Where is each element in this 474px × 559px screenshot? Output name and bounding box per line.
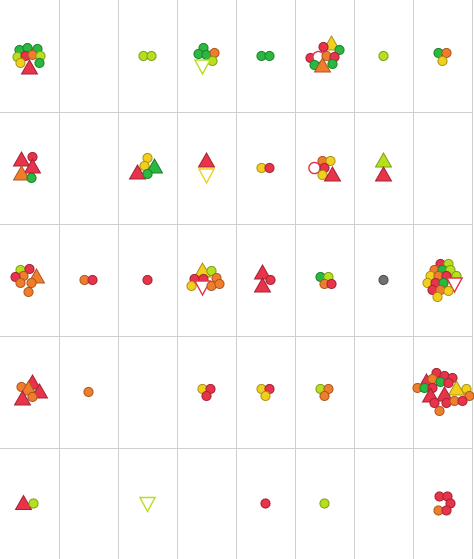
circle-marker-red [265,274,276,286]
triangle-marker-green [145,157,164,174]
circle-marker-red [457,395,468,407]
circle-marker-yellow [15,57,26,69]
circle-marker-red [429,397,440,409]
cell-2-1 [79,274,98,286]
circle-marker-orange [26,277,37,289]
open-down-triangle-marker-lime [138,496,157,513]
open-down-triangle-marker-red [193,280,212,297]
circle-marker-lime [28,498,39,509]
triangle-marker-orange [313,56,332,73]
cell-1-5 [308,155,342,182]
circle-marker-orange [15,277,26,289]
circle-marker-lime [146,50,157,62]
circle-marker-red [326,278,337,290]
cell-2-2 [142,274,153,286]
circle-marker-yellow [317,169,328,181]
circle-marker-orange [319,390,330,402]
open-down-triangle-marker-yellow [197,168,216,185]
circle-marker-orange [23,286,34,298]
cell-1-3 [197,151,216,185]
circle-marker-yellow [325,155,336,167]
cell-0-3 [193,42,220,76]
circle-marker-green [26,172,37,184]
circle-marker-red [201,390,212,402]
cell-1-0 [12,150,42,184]
cell-2-0 [10,263,46,298]
cell-3-4 [256,383,275,402]
cell-2-3 [186,261,225,297]
circle-marker-red [87,274,98,286]
cell-4-0 [14,494,39,510]
cell-0-2 [138,50,157,62]
cell-0-7 [433,47,452,67]
triangle-marker-orange [12,164,31,181]
circle-marker-gray [378,274,389,286]
circle-marker-orange [434,405,445,417]
circle-marker-red [264,162,275,174]
cell-0-5 [305,34,345,73]
cell-0-0 [12,42,46,75]
circle-marker-orange [464,390,474,402]
circle-marker-yellow [260,390,271,402]
circle-marker-red [441,505,452,516]
cell-2-6 [378,274,389,286]
circle-marker-yellow [443,285,454,297]
circle-marker-lime [378,50,389,62]
triangle-marker-red [197,151,216,168]
circle-marker-orange [27,391,38,403]
cell-0-6 [378,50,389,62]
circle-marker-red [318,41,329,53]
cell-3-7 [412,367,474,417]
cell-1-4 [256,162,275,174]
circle-marker-orange [441,47,452,59]
circle-marker-red [260,498,271,509]
cell-4-5 [319,498,330,509]
circle-marker-green [34,57,45,69]
cell-3-1 [83,386,94,398]
circle-marker-orange [83,386,94,398]
cell-4-2 [138,496,157,513]
circle-marker-red [142,274,153,286]
circle-marker-red [443,377,454,389]
cell-1-2 [128,152,164,180]
circle-marker-green [327,58,338,70]
circle-marker-yellow [437,55,448,67]
cell-4-7 [433,491,456,516]
triangle-marker-red [14,494,33,510]
circle-marker-yellow [432,291,443,303]
triangle-marker-red [323,165,342,182]
circle-marker-green [264,50,275,62]
cell-3-5 [315,383,334,402]
open-down-triangle-marker-red [445,277,464,294]
triangle-marker-red [253,276,272,293]
triangle-marker-red [12,150,31,167]
triangle-marker-red [20,58,39,75]
cell-0-4 [256,50,275,62]
cell-2-7 [422,258,464,303]
circle-marker-green [142,168,153,180]
circle-marker-lime [206,265,217,277]
circle-marker-orange [214,278,225,290]
cell-2-5 [315,271,337,290]
triangle-marker-red [13,389,32,406]
circle-marker-green [334,44,345,56]
cell-3-0 [13,373,49,406]
triangle-marker-yellow [447,379,466,396]
circle-marker-yellow [186,280,197,292]
cell-4-4 [260,498,271,509]
circle-marker-red [24,263,35,275]
cell-3-3 [197,383,216,402]
circle-marker-lime [319,498,330,509]
triangle-marker-red [128,163,147,180]
open-circle-marker-red [308,161,321,175]
open-down-triangle-marker-lime [193,59,212,76]
triangle-marker-lime [374,151,393,168]
cell-2-4 [253,263,276,293]
cell-1-6 [374,151,393,182]
triangle-marker-red [374,165,393,182]
